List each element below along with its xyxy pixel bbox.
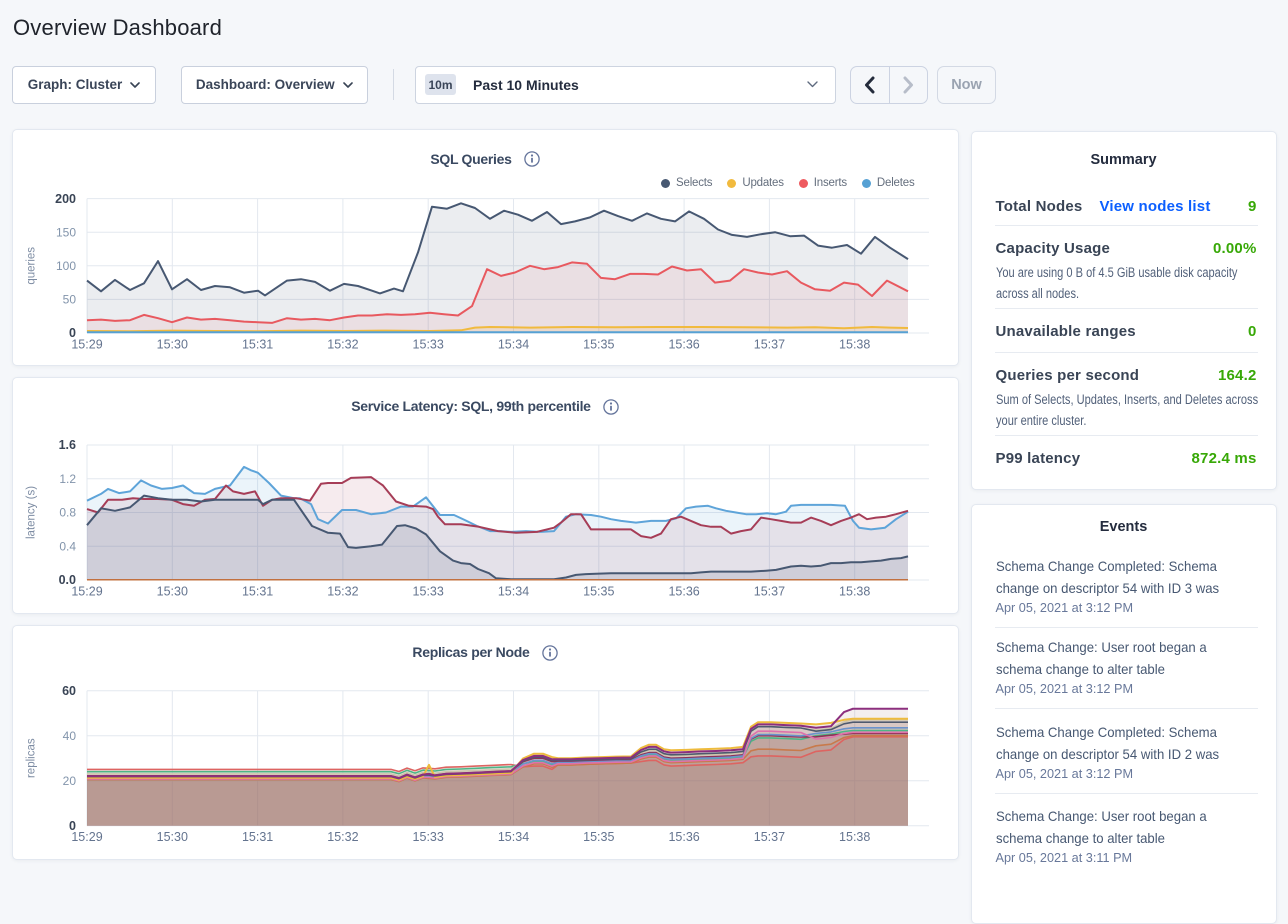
svg-text:15:29: 15:29 [71,585,102,599]
svg-text:latency (s): latency (s) [26,486,38,539]
svg-text:200: 200 [55,191,76,205]
svg-text:60: 60 [62,684,76,698]
svg-text:1.2: 1.2 [59,472,76,486]
svg-text:1.6: 1.6 [59,438,76,452]
svg-text:15:32: 15:32 [327,830,358,844]
svg-text:0.8: 0.8 [59,506,76,520]
svg-text:15:31: 15:31 [242,830,273,844]
svg-text:100: 100 [56,259,76,273]
svg-text:15:32: 15:32 [327,585,358,599]
svg-text:15:35: 15:35 [583,830,614,844]
svg-text:15:34: 15:34 [498,585,529,599]
svg-text:15:37: 15:37 [754,585,785,599]
svg-text:15:30: 15:30 [157,337,188,351]
svg-text:15:37: 15:37 [754,830,785,844]
svg-text:15:35: 15:35 [583,585,614,599]
svg-text:40: 40 [63,729,77,743]
svg-text:queries: queries [26,246,38,284]
svg-text:15:36: 15:36 [668,337,699,351]
svg-text:15:29: 15:29 [71,337,102,351]
svg-text:0.0: 0.0 [59,573,76,587]
svg-text:15:31: 15:31 [242,337,273,351]
svg-text:150: 150 [56,225,76,239]
svg-text:15:30: 15:30 [157,585,188,599]
svg-text:15:36: 15:36 [668,585,699,599]
svg-text:15:38: 15:38 [839,830,870,844]
svg-text:15:32: 15:32 [327,337,358,351]
svg-text:15:33: 15:33 [413,585,444,599]
svg-text:15:36: 15:36 [668,830,699,844]
svg-text:15:38: 15:38 [839,337,870,351]
svg-text:15:30: 15:30 [157,830,188,844]
svg-text:15:31: 15:31 [242,585,273,599]
svg-text:50: 50 [63,292,77,306]
svg-text:0: 0 [69,819,76,833]
svg-text:15:38: 15:38 [839,585,870,599]
svg-text:0: 0 [69,326,76,340]
svg-text:20: 20 [63,774,77,788]
svg-text:15:29: 15:29 [71,830,102,844]
svg-text:15:37: 15:37 [754,337,785,351]
svg-text:replicas: replicas [26,738,38,778]
svg-text:15:35: 15:35 [583,337,614,351]
svg-text:15:33: 15:33 [413,830,444,844]
svg-text:15:34: 15:34 [498,830,529,844]
svg-text:0.4: 0.4 [59,539,76,553]
svg-text:15:34: 15:34 [498,337,529,351]
svg-text:15:33: 15:33 [413,337,444,351]
